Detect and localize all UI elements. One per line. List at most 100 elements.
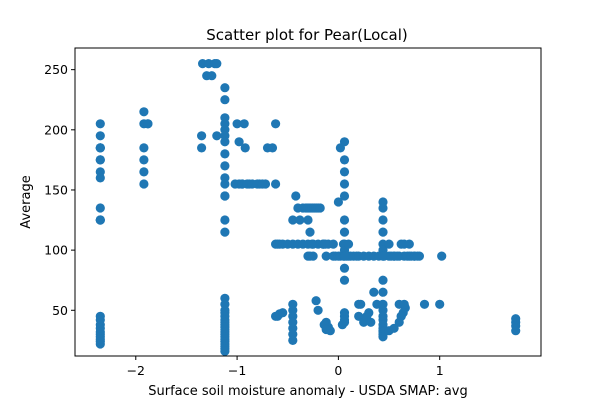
data-point (339, 275, 350, 285)
data-point (139, 143, 149, 153)
data-point (197, 131, 207, 141)
data-point (271, 119, 281, 129)
data-point (320, 239, 330, 249)
data-point (139, 179, 149, 189)
data-point (378, 332, 388, 342)
data-point (321, 324, 331, 335)
data-point (378, 287, 388, 297)
plot-frame (74, 47, 542, 357)
data-point (257, 179, 267, 189)
data-point (288, 335, 298, 345)
y-tick-label: 200 (44, 122, 68, 137)
data-point (419, 299, 430, 309)
data-point (267, 143, 278, 153)
data-point (378, 275, 388, 285)
x-tick-label: 1 (436, 363, 444, 378)
data-point (220, 191, 230, 201)
data-point (511, 326, 521, 336)
data-point (291, 191, 301, 201)
data-point (139, 167, 149, 177)
data-point (343, 239, 354, 249)
y-axis-label: Average (19, 175, 34, 228)
data-point (232, 119, 242, 129)
data-point (95, 143, 105, 153)
data-point (328, 239, 338, 249)
y-axis-ticks: 50 100 150 200 250 (44, 62, 75, 318)
data-point (220, 137, 230, 147)
data-point (240, 143, 250, 153)
data-point (278, 308, 288, 318)
data-point (339, 191, 350, 201)
data-point (220, 95, 230, 105)
data-point (437, 251, 447, 261)
data-point (389, 323, 399, 333)
data-point (435, 299, 445, 309)
y-tick-label: 100 (44, 243, 68, 258)
data-point (356, 299, 366, 309)
data-point (366, 317, 376, 327)
data-point (378, 227, 388, 237)
data-point (399, 299, 409, 309)
data-point (313, 305, 323, 315)
data-point (339, 167, 350, 177)
data-point (321, 251, 331, 261)
data-point (369, 287, 379, 297)
data-point (95, 203, 105, 213)
data-point (234, 137, 244, 147)
data-point (95, 215, 105, 225)
data-point (339, 179, 350, 189)
data-points (95, 59, 521, 356)
data-point (220, 179, 230, 189)
data-point (311, 296, 321, 306)
data-point (220, 149, 230, 159)
data-point (220, 227, 230, 237)
chart-title: Scatter plot for Pear(Local) (206, 26, 407, 44)
data-point (412, 251, 422, 261)
data-point (95, 155, 105, 165)
y-tick-label: 250 (44, 62, 68, 77)
data-point (339, 263, 350, 273)
data-point (396, 311, 406, 321)
data-point (378, 215, 388, 225)
data-point (143, 119, 153, 129)
data-point (333, 197, 343, 207)
data-point (197, 143, 207, 153)
y-tick-label: 150 (44, 182, 68, 197)
x-tick-label: −2 (127, 363, 145, 378)
x-axis-label: Surface soil moisture anomaly - USDA SMA… (148, 384, 468, 399)
data-point (220, 161, 230, 171)
data-point (384, 239, 394, 249)
x-tick-label: −1 (228, 363, 246, 378)
data-point (404, 239, 414, 249)
data-point (212, 59, 222, 69)
data-point (378, 251, 388, 261)
data-point (303, 215, 313, 225)
data-point (212, 131, 222, 141)
data-point (220, 83, 230, 93)
data-point (239, 119, 249, 129)
data-point (95, 119, 105, 129)
data-point (339, 215, 350, 225)
data-point (392, 251, 402, 261)
data-point (295, 215, 305, 225)
data-point (337, 320, 347, 330)
data-point (139, 107, 149, 117)
data-point (95, 339, 105, 349)
data-point (288, 215, 298, 225)
data-point (95, 173, 105, 183)
data-point (315, 203, 325, 213)
data-point (220, 346, 230, 356)
data-point (339, 227, 350, 237)
x-tick-label: 0 (334, 363, 342, 378)
data-point (207, 71, 217, 81)
data-point (220, 215, 230, 225)
data-point (378, 203, 388, 213)
data-point (339, 155, 350, 165)
data-point (308, 251, 318, 261)
data-point (139, 155, 149, 165)
data-point (271, 179, 281, 189)
y-tick-label: 50 (52, 303, 68, 318)
data-point (335, 143, 345, 153)
x-axis-ticks: −2 −1 0 1 (127, 356, 444, 378)
